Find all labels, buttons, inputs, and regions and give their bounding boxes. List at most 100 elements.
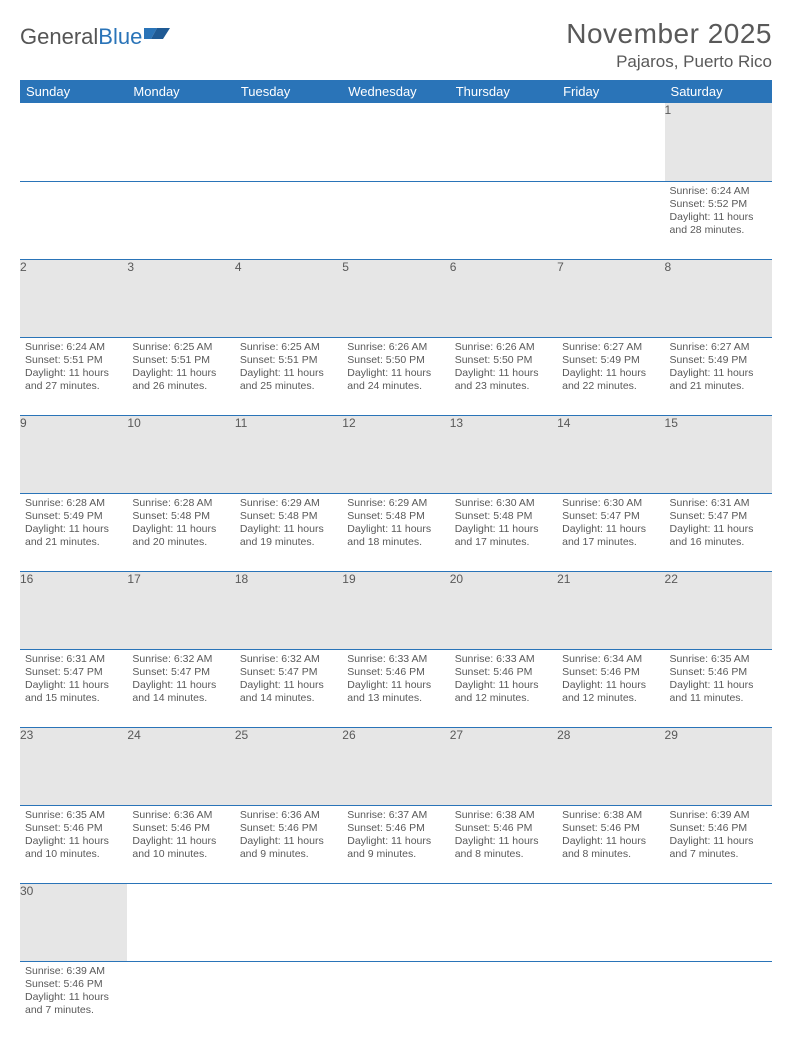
day-number: 22 <box>665 571 772 649</box>
day-cell: Sunrise: 6:36 AMSunset: 5:46 PMDaylight:… <box>235 805 342 883</box>
daylight-line: Daylight: 11 hours and 15 minutes. <box>25 679 122 705</box>
day-cell: Sunrise: 6:25 AMSunset: 5:51 PMDaylight:… <box>235 337 342 415</box>
sunrise-line: Sunrise: 6:32 AM <box>132 653 229 666</box>
day-number: 6 <box>450 259 557 337</box>
day-cell: Sunrise: 6:25 AMSunset: 5:51 PMDaylight:… <box>127 337 234 415</box>
daylight-line: Daylight: 11 hours and 19 minutes. <box>240 523 337 549</box>
sunrise-line: Sunrise: 6:32 AM <box>240 653 337 666</box>
sunset-line: Sunset: 5:46 PM <box>455 822 552 835</box>
day-details: Sunrise: 6:28 AMSunset: 5:48 PMDaylight:… <box>127 494 234 553</box>
weekday-header: Tuesday <box>235 80 342 103</box>
sunrise-line: Sunrise: 6:30 AM <box>455 497 552 510</box>
day-cell: Sunrise: 6:35 AMSunset: 5:46 PMDaylight:… <box>665 649 772 727</box>
sunset-line: Sunset: 5:46 PM <box>347 822 444 835</box>
day-details: Sunrise: 6:32 AMSunset: 5:47 PMDaylight:… <box>127 650 234 709</box>
daylight-line: Daylight: 11 hours and 18 minutes. <box>347 523 444 549</box>
day-cell: Sunrise: 6:39 AMSunset: 5:46 PMDaylight:… <box>20 961 127 1039</box>
sunrise-line: Sunrise: 6:24 AM <box>670 185 767 198</box>
weekday-header: Saturday <box>665 80 772 103</box>
day-number: 26 <box>342 727 449 805</box>
sunrise-line: Sunrise: 6:33 AM <box>347 653 444 666</box>
day-cell: Sunrise: 6:39 AMSunset: 5:46 PMDaylight:… <box>665 805 772 883</box>
daylight-line: Daylight: 11 hours and 12 minutes. <box>455 679 552 705</box>
sunrise-line: Sunrise: 6:25 AM <box>240 341 337 354</box>
day-number: 25 <box>235 727 342 805</box>
day-number: 9 <box>20 415 127 493</box>
daylight-line: Daylight: 11 hours and 17 minutes. <box>562 523 659 549</box>
sunset-line: Sunset: 5:47 PM <box>132 666 229 679</box>
day-cell: Sunrise: 6:28 AMSunset: 5:49 PMDaylight:… <box>20 493 127 571</box>
sunrise-line: Sunrise: 6:26 AM <box>455 341 552 354</box>
empty-day-number <box>20 103 127 181</box>
day-cell: Sunrise: 6:26 AMSunset: 5:50 PMDaylight:… <box>450 337 557 415</box>
day-number: 15 <box>665 415 772 493</box>
sunrise-line: Sunrise: 6:37 AM <box>347 809 444 822</box>
day-cell: Sunrise: 6:30 AMSunset: 5:47 PMDaylight:… <box>557 493 664 571</box>
sunrise-line: Sunrise: 6:28 AM <box>25 497 122 510</box>
day-cell: Sunrise: 6:27 AMSunset: 5:49 PMDaylight:… <box>557 337 664 415</box>
day-number: 16 <box>20 571 127 649</box>
day-cell: Sunrise: 6:30 AMSunset: 5:48 PMDaylight:… <box>450 493 557 571</box>
sunset-line: Sunset: 5:51 PM <box>25 354 122 367</box>
empty-day-number <box>450 103 557 181</box>
daylight-line: Daylight: 11 hours and 25 minutes. <box>240 367 337 393</box>
weekday-header: Thursday <box>450 80 557 103</box>
flag-icon <box>144 25 170 43</box>
day-details: Sunrise: 6:24 AMSunset: 5:52 PMDaylight:… <box>665 182 772 241</box>
day-details: Sunrise: 6:34 AMSunset: 5:46 PMDaylight:… <box>557 650 664 709</box>
empty-day-number <box>342 103 449 181</box>
day-number: 14 <box>557 415 664 493</box>
sunrise-line: Sunrise: 6:29 AM <box>240 497 337 510</box>
weekday-header: Monday <box>127 80 234 103</box>
daylight-line: Daylight: 11 hours and 21 minutes. <box>25 523 122 549</box>
sunset-line: Sunset: 5:47 PM <box>562 510 659 523</box>
daylight-line: Daylight: 11 hours and 17 minutes. <box>455 523 552 549</box>
day-details: Sunrise: 6:31 AMSunset: 5:47 PMDaylight:… <box>20 650 127 709</box>
day-details: Sunrise: 6:35 AMSunset: 5:46 PMDaylight:… <box>20 806 127 865</box>
empty-day-number <box>557 883 664 961</box>
day-number: 18 <box>235 571 342 649</box>
daylight-line: Daylight: 11 hours and 21 minutes. <box>670 367 767 393</box>
day-cell: Sunrise: 6:34 AMSunset: 5:46 PMDaylight:… <box>557 649 664 727</box>
day-number: 20 <box>450 571 557 649</box>
sunset-line: Sunset: 5:48 PM <box>347 510 444 523</box>
sunset-line: Sunset: 5:50 PM <box>455 354 552 367</box>
daylight-line: Daylight: 11 hours and 13 minutes. <box>347 679 444 705</box>
sunset-line: Sunset: 5:46 PM <box>25 822 122 835</box>
sunset-line: Sunset: 5:49 PM <box>670 354 767 367</box>
daylight-line: Daylight: 11 hours and 9 minutes. <box>240 835 337 861</box>
empty-day-cell <box>450 961 557 1039</box>
daylight-line: Daylight: 11 hours and 24 minutes. <box>347 367 444 393</box>
sunrise-line: Sunrise: 6:39 AM <box>670 809 767 822</box>
day-number-row: 1 <box>20 103 772 181</box>
day-cell: Sunrise: 6:26 AMSunset: 5:50 PMDaylight:… <box>342 337 449 415</box>
sunset-line: Sunset: 5:51 PM <box>240 354 337 367</box>
day-number: 23 <box>20 727 127 805</box>
day-details: Sunrise: 6:37 AMSunset: 5:46 PMDaylight:… <box>342 806 449 865</box>
day-number: 2 <box>20 259 127 337</box>
sunrise-line: Sunrise: 6:33 AM <box>455 653 552 666</box>
day-number-row: 30 <box>20 883 772 961</box>
daylight-line: Daylight: 11 hours and 7 minutes. <box>25 991 122 1017</box>
daylight-line: Daylight: 11 hours and 9 minutes. <box>347 835 444 861</box>
sunset-line: Sunset: 5:47 PM <box>240 666 337 679</box>
sunrise-line: Sunrise: 6:39 AM <box>25 965 122 978</box>
sunrise-line: Sunrise: 6:31 AM <box>670 497 767 510</box>
day-details: Sunrise: 6:29 AMSunset: 5:48 PMDaylight:… <box>342 494 449 553</box>
day-number: 17 <box>127 571 234 649</box>
sunrise-line: Sunrise: 6:36 AM <box>240 809 337 822</box>
sunset-line: Sunset: 5:46 PM <box>562 822 659 835</box>
day-details: Sunrise: 6:25 AMSunset: 5:51 PMDaylight:… <box>127 338 234 397</box>
daylight-line: Daylight: 11 hours and 8 minutes. <box>455 835 552 861</box>
daylight-line: Daylight: 11 hours and 16 minutes. <box>670 523 767 549</box>
empty-day-number <box>235 103 342 181</box>
sunset-line: Sunset: 5:48 PM <box>240 510 337 523</box>
sunset-line: Sunset: 5:46 PM <box>455 666 552 679</box>
day-details-row: Sunrise: 6:31 AMSunset: 5:47 PMDaylight:… <box>20 649 772 727</box>
sunset-line: Sunset: 5:46 PM <box>240 822 337 835</box>
empty-day-cell <box>665 961 772 1039</box>
day-details: Sunrise: 6:29 AMSunset: 5:48 PMDaylight:… <box>235 494 342 553</box>
day-cell: Sunrise: 6:29 AMSunset: 5:48 PMDaylight:… <box>342 493 449 571</box>
day-cell: Sunrise: 6:33 AMSunset: 5:46 PMDaylight:… <box>450 649 557 727</box>
day-details: Sunrise: 6:36 AMSunset: 5:46 PMDaylight:… <box>235 806 342 865</box>
